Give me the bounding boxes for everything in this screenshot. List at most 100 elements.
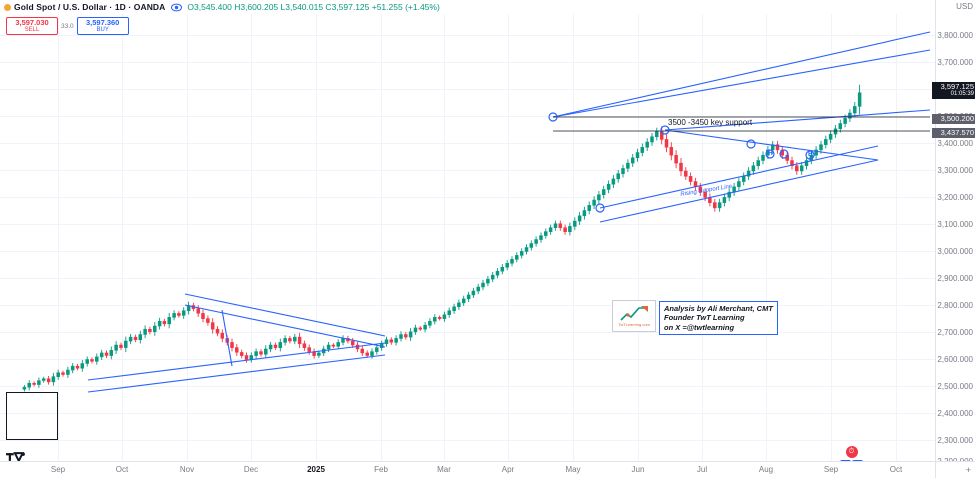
key-support-label: 3500 -3450 key support xyxy=(668,118,753,127)
time-axis[interactable]: Sep Oct Nov Dec 2025 Feb Mar Apr May Jun… xyxy=(0,461,935,478)
sell-label: SELL xyxy=(24,26,40,33)
gridline-h xyxy=(0,359,935,360)
language-pills[interactable]: AD EN xyxy=(840,460,863,461)
pill-left[interactable]: AD xyxy=(840,460,851,461)
gridline-h xyxy=(0,197,935,198)
pivot-label-h2: H xyxy=(808,151,813,158)
pivot-label-h1: H xyxy=(768,150,773,157)
twt-learning-logo: TwTLearning.com xyxy=(612,300,656,332)
measure-rectangle[interactable] xyxy=(6,392,58,440)
gridline-h xyxy=(0,116,935,117)
price-axis[interactable]: USD 3,800.000 3,700.000 3,600.000 3,500.… xyxy=(932,0,975,477)
gridline-h xyxy=(0,413,935,414)
price-tick: 2,600.000 xyxy=(937,355,973,364)
time-tick-year: 2025 xyxy=(307,465,325,474)
price-tick: 2,900.000 xyxy=(937,274,973,283)
low-level-tag: 3,437.570 xyxy=(932,128,975,139)
price-tick: 3,100.000 xyxy=(937,220,973,229)
gridline-v xyxy=(122,14,123,461)
price-tick: 2,300.000 xyxy=(937,436,973,445)
gridline-v xyxy=(316,14,317,461)
time-tick: Oct xyxy=(115,465,129,474)
note-line-2: Founder TwT Learning xyxy=(664,313,745,323)
time-tick: Oct xyxy=(889,465,903,474)
axis-corner: + xyxy=(935,461,975,478)
price-tick: 3,300.000 xyxy=(937,166,973,175)
price-tick: 2,500.000 xyxy=(937,382,973,391)
time-tick: Feb xyxy=(374,465,388,474)
gridline-h xyxy=(0,386,935,387)
price-tick: 3,700.000 xyxy=(937,58,973,67)
gridline-h xyxy=(0,170,935,171)
sell-price: 3,597.030 xyxy=(15,18,49,27)
symbol-title[interactable]: Gold Spot / U.S. Dollar · 1D · OANDA xyxy=(14,2,166,12)
analysis-note: Analysis by Ali Merchant, CMT Founder Tw… xyxy=(659,301,778,336)
rising-support-label: Rising Support Line xyxy=(680,183,733,198)
gridline-v xyxy=(766,14,767,461)
time-tick: Jul xyxy=(696,465,708,474)
chart-plot-area[interactable]: 3500 -3450 key support Rising Support Li… xyxy=(0,14,935,461)
eye-icon[interactable] xyxy=(171,3,183,12)
buy-price: 3,597.360 xyxy=(85,18,120,27)
gridline-v xyxy=(251,14,252,461)
gridline-h xyxy=(0,251,935,252)
chart-header: Gold Spot / U.S. Dollar · 1D · OANDA O3,… xyxy=(0,0,975,14)
time-tick: Jun xyxy=(631,465,645,474)
time-tick: Aug xyxy=(758,465,774,474)
last-price-tag: 3,597.125 01:05:39 xyxy=(932,82,975,99)
gridline-h xyxy=(0,143,935,144)
gridline-v xyxy=(187,14,188,461)
sell-button[interactable]: 3,597.030 SELL xyxy=(6,17,58,36)
time-tick: Sep xyxy=(50,465,66,474)
symbol-color-dot xyxy=(4,3,11,11)
gridline-h xyxy=(0,278,935,279)
gridline-h xyxy=(0,62,935,63)
support-level-tag: 3,500.200 xyxy=(932,114,975,125)
tradingview-logo xyxy=(6,452,25,461)
price-tick: 3,800.000 xyxy=(937,31,973,40)
price-tick: 2,700.000 xyxy=(937,328,973,337)
price-tick: 3,000.000 xyxy=(937,247,973,256)
last-price-value: 3,597.125 xyxy=(940,82,974,91)
time-tick: May xyxy=(565,465,581,474)
candlestick-series xyxy=(22,84,862,392)
plus-icon[interactable]: + xyxy=(965,465,971,475)
gridline-h xyxy=(0,35,935,36)
buy-button[interactable]: 3,597.360 BUY xyxy=(76,17,129,36)
time-tick: Apr xyxy=(501,465,515,474)
time-tick: Mar xyxy=(437,465,451,474)
ohlc-values: O3,545.400 H3,600.205 L3,540.015 C3,597.… xyxy=(187,2,440,12)
buy-label: BUY xyxy=(96,26,109,33)
gridline-h xyxy=(0,89,935,90)
trendline-overlays[interactable] xyxy=(0,14,935,461)
price-tick: 3,200.000 xyxy=(937,193,973,202)
gridline-v xyxy=(58,14,59,461)
pill-right[interactable]: EN xyxy=(852,460,863,461)
price-tick: 3,400.000 xyxy=(937,139,973,148)
gridline-h xyxy=(0,440,935,441)
gridline-v xyxy=(702,14,703,461)
gridline-h xyxy=(0,332,935,333)
gridline-v xyxy=(444,14,445,461)
time-tick: Nov xyxy=(179,465,195,474)
order-widget[interactable]: 3,597.030 SELL 33.0 3,597.360 BUY xyxy=(6,17,129,36)
alert-clock-icon[interactable]: ⏱ xyxy=(845,446,858,458)
gridline-h xyxy=(0,305,935,306)
gridline-v xyxy=(638,14,639,461)
gridline-v xyxy=(381,14,382,461)
bar-countdown: 01:05:39 xyxy=(950,91,974,98)
price-tick: 2,400.000 xyxy=(937,409,973,418)
gridline-v xyxy=(896,14,897,461)
note-line-1: Analysis by Ali Merchant, CMT xyxy=(664,304,773,313)
currency-label: USD xyxy=(956,2,973,11)
price-tick: 2,800.000 xyxy=(937,301,973,310)
logo-caption: TwTLearning.com xyxy=(618,322,650,327)
gridline-h xyxy=(0,224,935,225)
chart-badges[interactable]: ⏱ AD EN xyxy=(840,446,863,461)
time-tick: Sep xyxy=(823,465,839,474)
gridline-v xyxy=(573,14,574,461)
spread-value: 33.0 xyxy=(61,22,74,30)
note-line-3: on X =@twtlearning xyxy=(664,322,735,332)
gridline-v xyxy=(831,14,832,461)
